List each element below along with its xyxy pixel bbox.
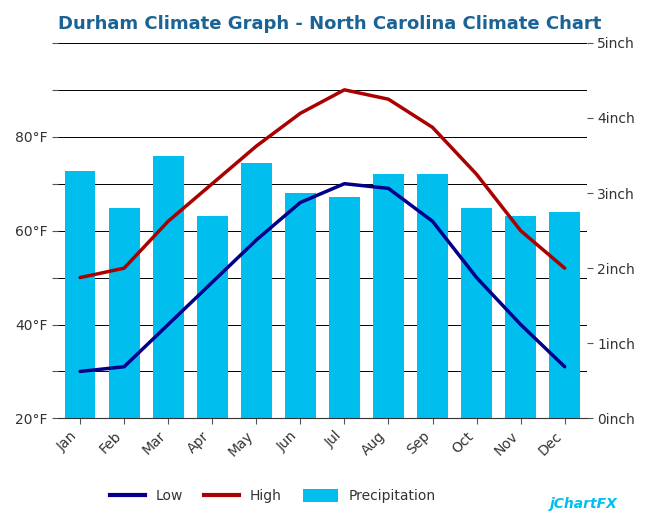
- Bar: [329, 197, 360, 418]
- Bar: [241, 163, 272, 418]
- Legend: Low, High, Precipitation: Low, High, Precipitation: [105, 483, 441, 509]
- Bar: [549, 212, 580, 418]
- Bar: [373, 175, 404, 418]
- Bar: [197, 216, 227, 418]
- Bar: [285, 193, 316, 418]
- Bar: [505, 216, 536, 418]
- Bar: [461, 208, 492, 418]
- Bar: [109, 208, 140, 418]
- Text: jChartFX: jChartFX: [550, 497, 618, 511]
- Bar: [417, 175, 448, 418]
- Text: Durham Climate Graph - North Carolina Climate Chart: Durham Climate Graph - North Carolina Cl…: [58, 15, 601, 33]
- Bar: [153, 156, 183, 418]
- Bar: [64, 170, 96, 418]
